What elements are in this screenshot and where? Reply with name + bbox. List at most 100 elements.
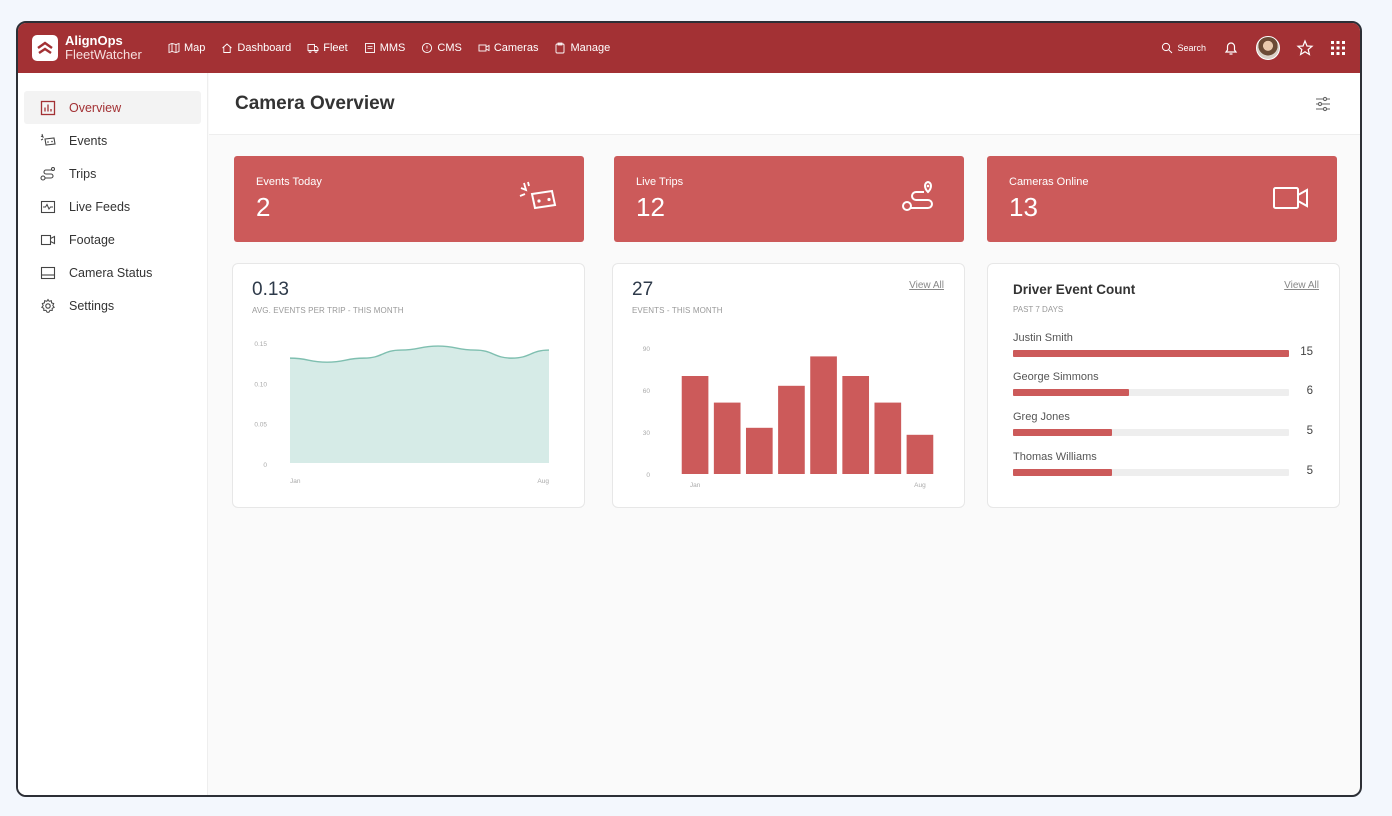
bar xyxy=(681,376,709,474)
avatar[interactable] xyxy=(1256,36,1280,60)
sidebar-item-camera-status[interactable]: Camera Status xyxy=(24,256,201,289)
stat-card-live-trips[interactable]: Live Trips 12 xyxy=(614,156,964,242)
sidebar-item-footage[interactable]: Footage xyxy=(24,223,201,256)
driver-name: Thomas Williams xyxy=(1013,451,1097,463)
sidebar-item-label: Events xyxy=(69,133,108,148)
driver-name: Greg Jones xyxy=(1013,411,1070,423)
gear-icon xyxy=(41,298,55,313)
driver-event-count-panel: Driver Event Count PAST 7 DAYS View All … xyxy=(987,263,1340,508)
x-tick-label: Jan xyxy=(690,482,701,489)
nav-dashboard[interactable]: Dashboard xyxy=(221,42,291,54)
app-window: AlignOps FleetWatcher Map Dashboard Flee… xyxy=(16,21,1362,797)
star-icon[interactable] xyxy=(1296,39,1314,57)
video-icon xyxy=(40,234,56,245)
car-crash-icon xyxy=(40,133,56,146)
clipboard-icon xyxy=(556,42,565,54)
bar xyxy=(906,434,934,474)
home-icon xyxy=(222,43,233,53)
y-tick-label: 30 xyxy=(643,430,651,437)
apps-grid-icon[interactable] xyxy=(1330,40,1346,56)
top-nav: Map Dashboard Fleet MMS CMS Cameras xyxy=(168,42,610,54)
driver-bar-track xyxy=(1013,429,1289,436)
mms-icon xyxy=(364,43,375,53)
bell-icon[interactable] xyxy=(1222,39,1240,57)
sidebar-item-label: Settings xyxy=(69,298,115,313)
stat-card-events-today[interactable]: Events Today 2 xyxy=(234,156,584,242)
sidebar-item-events[interactable]: Events xyxy=(24,124,201,157)
sidebar-item-live-feeds[interactable]: Live Feeds xyxy=(24,190,201,223)
driver-event-title: Driver Event Count xyxy=(1013,282,1136,297)
avg-events-panel: 0.13 AVG. EVENTS PER TRIP - THIS MONTH 0… xyxy=(232,263,585,508)
stat-label: Events Today xyxy=(256,176,322,188)
sidebar-item-settings[interactable]: Settings xyxy=(24,289,201,322)
driver-count: 5 xyxy=(1306,425,1313,437)
nav-label: Dashboard xyxy=(237,42,292,54)
bar xyxy=(810,356,837,474)
nav-label: Map xyxy=(184,42,206,54)
nav-label: CMS xyxy=(437,42,462,54)
y-tick-label: 90 xyxy=(643,346,651,353)
y-tick-label: 0.05 xyxy=(254,422,267,429)
sidebar-item-trips[interactable]: Trips xyxy=(24,157,201,190)
search-label: Search xyxy=(1177,43,1206,53)
nav-label: Fleet xyxy=(323,42,348,54)
driver-bar-fill xyxy=(1013,350,1289,357)
driver-row[interactable]: Thomas Williams 5 xyxy=(1013,451,1313,487)
events-metric: 27 xyxy=(632,279,654,300)
top-right-tools: Search xyxy=(1161,36,1360,60)
driver-name: Justin Smith xyxy=(1013,332,1073,344)
top-bar: AlignOps FleetWatcher Map Dashboard Flee… xyxy=(18,23,1360,73)
x-tick-label: Aug xyxy=(537,478,549,485)
y-tick-label: 60 xyxy=(643,388,651,395)
stat-card-cameras-online[interactable]: Cameras Online 13 xyxy=(987,156,1337,242)
sidebar-item-label: Live Feeds xyxy=(69,199,131,214)
y-tick-label: 0.10 xyxy=(254,381,267,388)
stat-value: 13 xyxy=(1009,192,1038,222)
driver-name: George Simmons xyxy=(1013,371,1099,383)
stat-label: Live Trips xyxy=(636,176,684,188)
avg-events-caption: AVG. EVENTS PER TRIP - THIS MONTH xyxy=(252,306,404,315)
driver-bar-fill xyxy=(1013,389,1129,396)
brand-name: AlignOps xyxy=(65,33,123,48)
sidebar-item-overview[interactable]: Overview xyxy=(24,91,201,124)
nav-fleet[interactable]: Fleet xyxy=(307,42,348,54)
area-fill xyxy=(290,346,549,463)
sidebar-item-label: Trips xyxy=(69,166,97,181)
driver-view-all-link[interactable]: View All xyxy=(1284,280,1319,291)
y-tick-label: 0 xyxy=(263,462,267,469)
nav-cms[interactable]: CMS xyxy=(421,42,462,54)
nav-label: Cameras xyxy=(493,42,539,54)
brand[interactable]: AlignOps FleetWatcher xyxy=(18,34,168,62)
events-view-all-link[interactable]: View All xyxy=(909,280,944,291)
nav-label: Manage xyxy=(570,42,611,54)
nav-map[interactable]: Map xyxy=(168,42,205,54)
events-panel: 27 EVENTS - THIS MONTH View All 0 30 60 90 J… xyxy=(612,263,965,508)
sidebar-item-label: Overview xyxy=(69,100,122,115)
cms-icon xyxy=(422,42,433,54)
bar xyxy=(778,385,805,474)
nav-label: MMS xyxy=(379,42,406,54)
driver-row[interactable]: Justin Smith 15 xyxy=(1013,332,1313,368)
page-title: Camera Overview xyxy=(235,92,395,114)
filter-settings-icon[interactable] xyxy=(1314,95,1332,113)
avg-events-area-chart: 0 0.05 0.10 0.15 Jan Aug xyxy=(254,341,549,485)
driver-row[interactable]: George Simmons 6 xyxy=(1013,371,1313,407)
nav-mms[interactable]: MMS xyxy=(364,42,406,54)
driver-row[interactable]: Greg Jones 5 xyxy=(1013,411,1313,447)
bar-chart-icon xyxy=(40,100,56,115)
camera-icon xyxy=(478,44,490,52)
driver-bar-fill xyxy=(1013,469,1113,476)
search-icon xyxy=(1162,42,1173,54)
sidebar-item-label: Footage xyxy=(69,232,115,247)
brand-product: FleetWatcher xyxy=(65,47,142,62)
stat-value: 2 xyxy=(256,192,271,222)
route-icon xyxy=(40,166,55,181)
nav-manage[interactable]: Manage xyxy=(554,42,610,54)
search-button[interactable]: Search xyxy=(1161,42,1206,54)
driver-count: 5 xyxy=(1306,465,1313,477)
nav-cameras[interactable]: Cameras xyxy=(478,42,539,54)
driver-event-subtitle: PAST 7 DAYS xyxy=(1013,305,1064,314)
status-icon xyxy=(40,266,56,279)
driver-count: 15 xyxy=(1300,346,1313,358)
stat-label: Cameras Online xyxy=(1009,176,1089,188)
